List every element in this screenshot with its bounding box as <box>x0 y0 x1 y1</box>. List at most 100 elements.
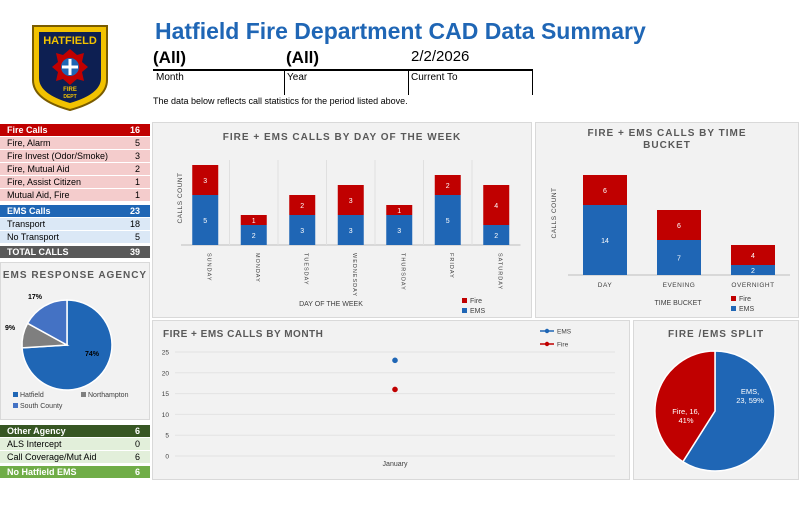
pie-data-label: 23, 59% <box>736 396 764 405</box>
calls-by-day-title: FIRE + EMS CALLS BY DAY OF THE WEEK <box>222 132 462 143</box>
current-to-label: Current To <box>411 72 458 83</box>
logo-bottom-text-1: FIRE <box>63 87 77 93</box>
calls-by-time-chart: 14 6 DAY 7 6 EVENING 2 4 OVERNIGHT CALLS COUNT TIM… <box>551 175 790 313</box>
fire-item-row: Fire Invest (Odor/Smoke) 3 <box>0 150 150 162</box>
ems-data-label: 2 <box>494 233 498 240</box>
filter-tick <box>408 69 409 95</box>
x-tick-label: FRIDAY <box>448 253 454 279</box>
fire-item-row: Fire, Assist Citizen 1 <box>0 176 150 188</box>
ems-agency-panel: EMS RESPONSE AGENCY 74% 9% 17% Hatfield Nort… <box>0 262 150 420</box>
legend-swatch <box>13 392 18 397</box>
pie-slice <box>26 299 68 347</box>
pie-slice <box>681 350 776 472</box>
ems-data-label: 3 <box>300 228 304 235</box>
ems-point <box>392 357 398 364</box>
ems-data-label: 3 <box>397 228 401 235</box>
x-tick-label: TUESDAY <box>302 253 308 286</box>
x-axis-label: DAY OF THE WEEK <box>299 301 363 308</box>
fire-data-label: 6 <box>677 223 681 230</box>
ems-data-label: 2 <box>252 233 256 240</box>
fire-bar <box>289 195 316 215</box>
legend-swatch <box>13 403 18 408</box>
ems-bar <box>657 240 701 275</box>
pie-data-label: 17% <box>28 294 43 301</box>
fire-data-label: 1 <box>252 218 256 225</box>
legend-label: Northampton <box>88 392 129 399</box>
ems-item-row: No Transport 5 <box>0 231 150 243</box>
month-label: Month <box>156 72 184 83</box>
legend-label: EMS <box>739 306 755 313</box>
fire-bar <box>657 210 701 240</box>
ems-calls-header: EMS Calls 23 <box>0 205 150 217</box>
ems-item-row: Transport 18 <box>0 218 150 230</box>
ems-bar <box>731 265 775 275</box>
x-tick-label: THURSDAY <box>399 253 405 291</box>
period-note: The data below reflects call statistics … <box>153 96 408 106</box>
fire-ems-split-panel: FIRE /EMS SPLIT EMS, 23, 59% Fire, 16, 41% <box>633 320 799 480</box>
pie-slice <box>654 350 716 463</box>
legend-label: EMS <box>470 308 486 315</box>
fire-data-label: 4 <box>751 253 755 260</box>
fire-bar <box>192 165 219 195</box>
fire-ems-split-chart: EMS,23, 59% Fire, 16,41% <box>654 350 776 472</box>
x-tick-label: EVENING <box>663 282 696 289</box>
fire-data-label: 4 <box>494 203 498 210</box>
calls-by-month-panel: FIRE + EMS CALLS BY MONTH 0 5 10 15 20 25 Janu… <box>152 320 630 480</box>
fire-bar <box>337 185 364 215</box>
pie-data-label: Fire, 16, <box>672 407 700 416</box>
legend-label: Fire <box>557 342 569 349</box>
x-tick-label: DAY <box>598 282 613 289</box>
legend-marker <box>544 328 550 334</box>
y-axis-label: CALLS COUNT <box>551 187 558 238</box>
other-agency-header: Other Agency 6 <box>0 425 150 437</box>
fire-data-label: 2 <box>446 183 450 190</box>
calls-by-day-panel: FIRE + EMS CALLS BY DAY OF THE WEEK 5 3 SU… <box>152 122 532 318</box>
month-filter-value[interactable]: (All) <box>153 48 187 67</box>
y-tick-label: 5 <box>165 433 169 440</box>
y-tick-label: 20 <box>162 370 170 377</box>
y-tick-label: 0 <box>165 454 169 461</box>
y-tick-label: 10 <box>162 412 170 419</box>
fire-bar <box>731 245 775 265</box>
x-tick-label: SATURDAY <box>496 253 502 290</box>
legend-label: Fire <box>470 298 482 305</box>
pie-data-label: 9% <box>5 325 16 332</box>
x-tick-label: MONDAY <box>254 253 260 283</box>
legend-label: Hatfield <box>20 392 44 399</box>
other-item-row: ALS Intercept 0 <box>0 438 150 450</box>
x-axis-label: TIME BUCKET <box>654 300 702 307</box>
fire-bar <box>240 215 267 225</box>
filter-tick <box>532 69 533 95</box>
legend-swatch <box>731 296 736 301</box>
page-title: Hatfield Fire Department CAD Data Summar… <box>155 18 646 44</box>
other-item-row: Call Coverage/Mut Aid 6 <box>0 451 150 463</box>
legend-swatch <box>81 392 86 397</box>
filter-tick <box>284 69 285 95</box>
ems-bar <box>192 195 219 245</box>
filter-divider <box>153 69 533 71</box>
ems-bar <box>240 225 267 245</box>
legend-label: Fire <box>739 296 751 303</box>
ems-agency-title: EMS RESPONSE AGENCY <box>2 270 148 281</box>
fire-data-label: 2 <box>300 203 304 210</box>
fire-bar <box>434 175 461 195</box>
ems-data-label: 2 <box>751 268 755 275</box>
current-to-value[interactable]: 2/2/2026 <box>411 48 470 65</box>
no-hatfield-ems-row: No Hatfield EMS 6 <box>0 466 150 478</box>
fire-bar <box>483 185 510 225</box>
legend-label: EMS <box>557 329 572 336</box>
calls-by-day-chart: 5 3 SUNDAY 2 1 MONDAY 3 2 TUESDAY 3 3 WEDNESDAY 3 1 TH… <box>177 160 521 315</box>
fire-point <box>392 386 398 393</box>
year-filter-value[interactable]: (All) <box>286 48 320 67</box>
fire-calls-header: Fire Calls 16 <box>0 124 150 136</box>
pie-data-label: 41% <box>678 416 693 425</box>
logo-top-text: HATFIELD <box>43 35 97 47</box>
ems-bar <box>337 215 364 245</box>
ems-data-label: 3 <box>349 228 353 235</box>
fire-bar <box>583 175 627 205</box>
ems-bar <box>583 205 627 275</box>
x-tick-label: January <box>383 461 408 468</box>
x-tick-label: WEDNESDAY <box>351 253 357 297</box>
y-tick-label: 15 <box>162 391 170 398</box>
pie-data-label: 74% <box>85 351 100 358</box>
